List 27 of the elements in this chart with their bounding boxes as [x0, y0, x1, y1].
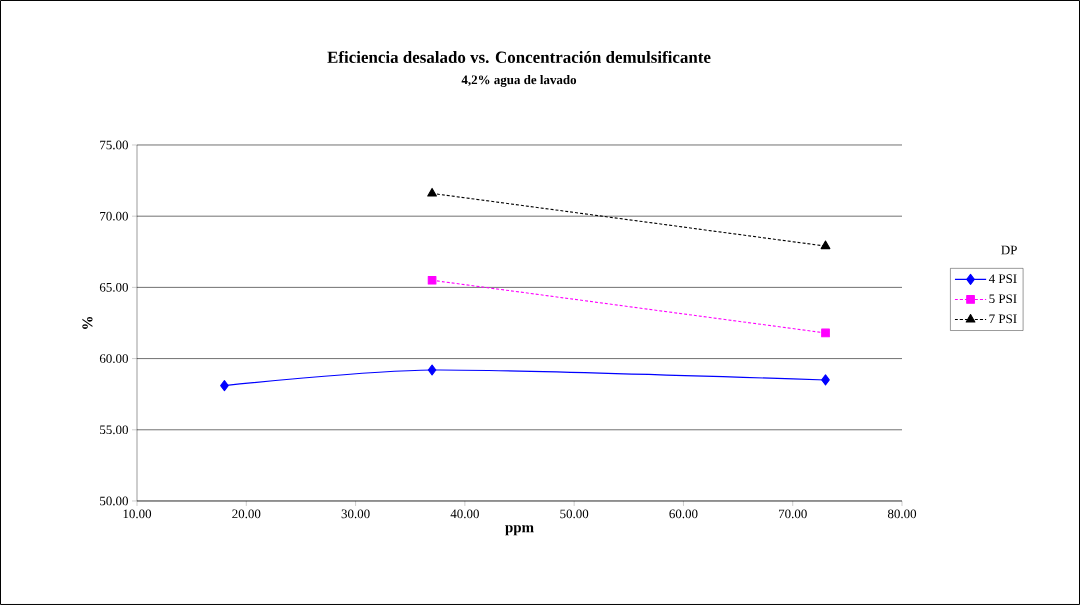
- x-tick-label: 80.00: [887, 509, 917, 519]
- x-tick-label: 30.00: [341, 509, 370, 519]
- y-tick-label: 70.00: [100, 211, 128, 221]
- point: [427, 275, 437, 285]
- y-tick-label: 65.00: [99, 282, 128, 292]
- x-tick-label: 70.00: [779, 509, 807, 519]
- point: [821, 328, 830, 338]
- y-tick-label: 75.00: [100, 140, 128, 150]
- point: [821, 374, 830, 386]
- chart-subtitle: 4,2% agua de lavado: [461, 75, 577, 87]
- y-axis-title: %: [82, 316, 93, 329]
- x-tick-label: 10.00: [123, 509, 152, 519]
- legend-label: 5 PSI: [989, 294, 1017, 304]
- point: [220, 380, 229, 392]
- point: [427, 364, 437, 376]
- y-tick-label: 50.00: [100, 496, 128, 506]
- legend-label: 4 PSI: [988, 274, 1017, 284]
- x-tick-label: 20.00: [232, 509, 261, 519]
- x-tick-label: 40.00: [450, 509, 479, 519]
- y-tick-label: 60.00: [99, 354, 128, 363]
- legend-label: 7 PSI: [989, 314, 1017, 324]
- y-tick-label: 55.00: [100, 425, 128, 435]
- x-axis-title: ppm: [505, 525, 534, 536]
- legend-title: DP: [1001, 245, 1017, 255]
- x-tick-label: 60.00: [669, 509, 698, 519]
- chart-title: Eficiencia desalado vs. Concentración demulsificante: [327, 50, 711, 64]
- x-tick-label: 50.00: [560, 509, 589, 519]
